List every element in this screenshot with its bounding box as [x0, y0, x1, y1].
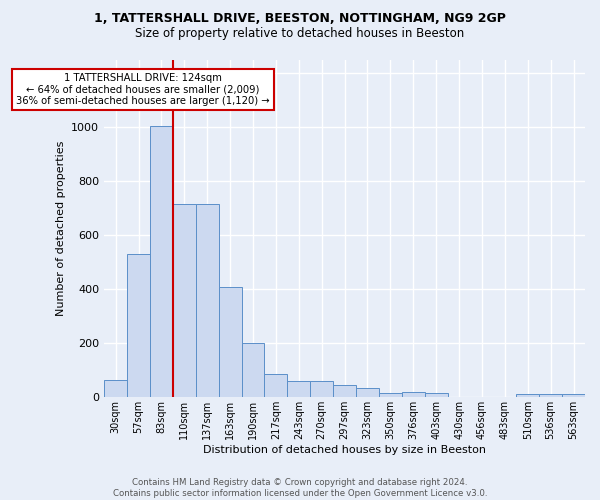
Bar: [562, 394, 585, 398]
Bar: [402, 392, 425, 398]
Bar: [493, 397, 517, 398]
Bar: [150, 126, 173, 398]
Bar: [310, 381, 333, 398]
Bar: [127, 254, 150, 398]
Bar: [173, 204, 196, 398]
Bar: [470, 397, 493, 398]
Bar: [517, 394, 539, 398]
Bar: [425, 393, 448, 398]
Bar: [287, 381, 310, 398]
Y-axis label: Number of detached properties: Number of detached properties: [56, 141, 65, 316]
X-axis label: Distribution of detached houses by size in Beeston: Distribution of detached houses by size …: [203, 445, 486, 455]
Bar: [104, 380, 127, 398]
Text: 1, TATTERSHALL DRIVE, BEESTON, NOTTINGHAM, NG9 2GP: 1, TATTERSHALL DRIVE, BEESTON, NOTTINGHA…: [94, 12, 506, 26]
Bar: [196, 204, 218, 398]
Text: Size of property relative to detached houses in Beeston: Size of property relative to detached ho…: [136, 28, 464, 40]
Bar: [218, 286, 242, 398]
Bar: [265, 374, 287, 398]
Bar: [333, 385, 356, 398]
Text: 1 TATTERSHALL DRIVE: 124sqm
← 64% of detached houses are smaller (2,009)
36% of : 1 TATTERSHALL DRIVE: 124sqm ← 64% of det…: [16, 73, 270, 106]
Bar: [356, 388, 379, 398]
Bar: [539, 394, 562, 398]
Bar: [448, 397, 470, 398]
Bar: [379, 393, 402, 398]
Text: Contains HM Land Registry data © Crown copyright and database right 2024.
Contai: Contains HM Land Registry data © Crown c…: [113, 478, 487, 498]
Bar: [242, 344, 265, 398]
